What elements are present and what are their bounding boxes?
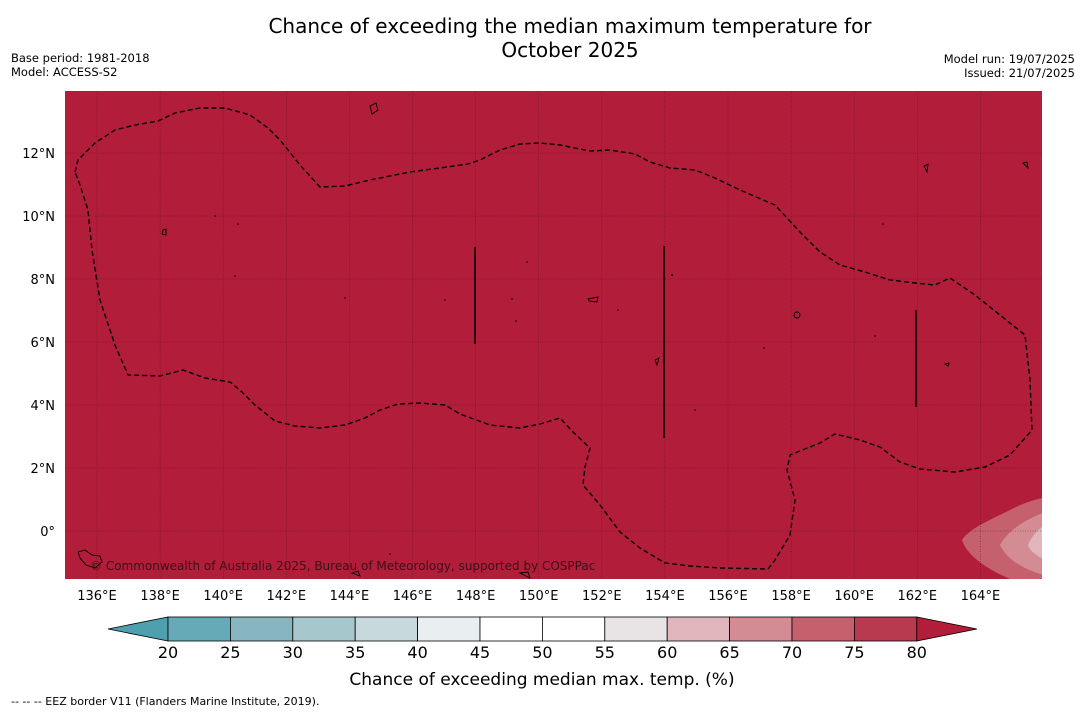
colorbar-segment: [292, 616, 356, 642]
title-line-1: Chance of exceeding the median maximum t…: [268, 14, 872, 38]
lat-tick-label: 10°N: [22, 210, 55, 225]
colorbar-tick-label: 45: [470, 643, 490, 662]
map-plot-area: [65, 91, 1042, 579]
colorbar-segment: [666, 616, 731, 642]
colorbar-title: Chance of exceeding median max. temp. (%…: [349, 670, 734, 690]
lon-tick-label: 144°E: [330, 589, 370, 604]
colorbar: 20 25 30 35 40 45 50 55 60 65 70 75 80: [107, 616, 978, 662]
colorbar-tick-label: 70: [782, 643, 802, 662]
metadata-left: Base period: 1981-2018 Model: ACCESS-S2: [11, 51, 150, 79]
title-line-2: October 2025: [501, 38, 639, 62]
longitude-labels: 136°E 138°E 140°E 142°E 144°E 146°E 148°E 150°E…: [77, 589, 1000, 604]
lon-tick-label: 160°E: [834, 589, 874, 604]
colorbar-segment: [791, 616, 855, 642]
lon-tick-label: 150°E: [519, 589, 559, 604]
model-name: Model: ACCESS-S2: [11, 65, 118, 79]
model-run: Model run: 19/07/2025: [943, 52, 1075, 66]
colorbar-tick-label: 30: [283, 643, 303, 662]
map-credit: © Commonwealth of Australia 2025, Bureau…: [90, 559, 595, 573]
colorbar-segment: [729, 616, 793, 642]
latitude-labels: 12°N 10°N 8°N 6°N 4°N 2°N 0°: [22, 147, 55, 540]
lat-tick-label: 6°N: [31, 336, 56, 351]
chart-title: Chance of exceeding the median maximum t…: [0, 14, 1085, 62]
lon-tick-label: 140°E: [203, 589, 243, 604]
issued-date: Issued: 21/07/2025: [964, 66, 1075, 80]
colorbar-segment: [604, 616, 668, 642]
colorbar-segment: [479, 616, 543, 642]
island-outlines: [77, 102, 1029, 579]
colorbar-over-arrow: [916, 616, 978, 642]
footnote: -- -- -- EEZ border V11 (Flanders Marine…: [11, 695, 320, 708]
lon-tick-label: 148°E: [456, 589, 496, 604]
lat-tick-label: 4°N: [31, 399, 56, 414]
probability-blob-core: [1028, 527, 1042, 559]
lon-tick-label: 152°E: [582, 589, 622, 604]
colorbar-tick-label: 55: [595, 643, 615, 662]
colorbar-tick-label: 60: [657, 643, 677, 662]
lat-tick-label: 0°: [40, 525, 55, 540]
colorbar-segment: [542, 616, 606, 642]
base-period: Base period: 1981-2018: [11, 51, 150, 65]
lon-tick-label: 136°E: [77, 589, 117, 604]
colorbar-segment: [417, 616, 481, 642]
lon-tick-label: 156°E: [708, 589, 748, 604]
lat-tick-label: 2°N: [31, 462, 56, 477]
colorbar-tick-label: 80: [907, 643, 927, 662]
colorbar-segment: [229, 616, 294, 642]
lon-tick-label: 162°E: [898, 589, 938, 604]
lat-tick-label: 8°N: [31, 273, 56, 288]
colorbar-tick-label: 35: [345, 643, 365, 662]
lon-tick-label: 154°E: [645, 589, 685, 604]
small-islands: [214, 215, 884, 555]
lon-tick-label: 146°E: [393, 589, 433, 604]
metadata-right: Model run: 19/07/2025 Issued: 21/07/2025: [944, 52, 1075, 80]
colorbar-under-arrow: [107, 616, 169, 642]
lon-tick-label: 138°E: [140, 589, 180, 604]
colorbar-tick-label: 50: [532, 643, 552, 662]
lon-tick-label: 158°E: [771, 589, 811, 604]
colorbar-segment: [354, 616, 419, 642]
lon-tick-label: 164°E: [961, 589, 1001, 604]
colorbar-tick-label: 40: [407, 643, 427, 662]
colorbar-segment: [167, 616, 231, 642]
colorbar-tick-label: 75: [844, 643, 864, 662]
colorbar-segment: [854, 616, 918, 642]
probability-blob-inner: [1000, 513, 1042, 575]
colorbar-tick-label: 65: [719, 643, 739, 662]
colorbar-tick-label: 20: [158, 643, 178, 662]
eez-border: [74, 107, 1033, 570]
colorbar-tick-label: 25: [220, 643, 240, 662]
lat-tick-label: 12°N: [22, 147, 55, 162]
lon-tick-label: 142°E: [267, 589, 307, 604]
